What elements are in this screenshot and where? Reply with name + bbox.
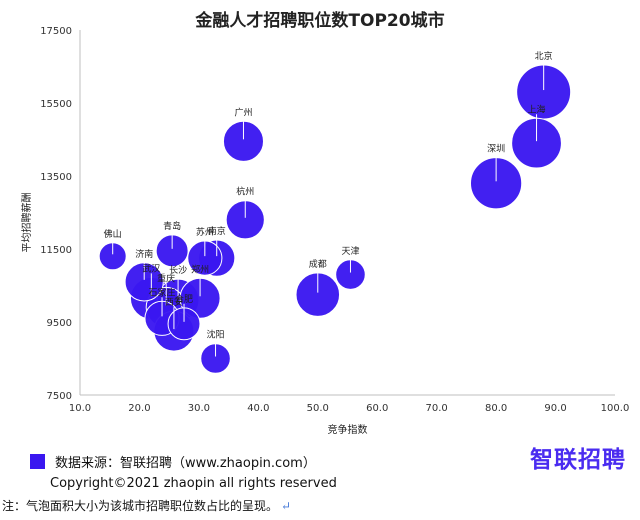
x-tick-label: 30.0 bbox=[188, 403, 210, 414]
x-tick-label: 100.0 bbox=[601, 403, 630, 414]
city-label-济南: 济南 bbox=[135, 248, 153, 260]
y-tick-label: 13500 bbox=[40, 172, 72, 183]
city-label-南京: 南京 bbox=[208, 225, 226, 237]
zhaopin-logo: 智联招聘 bbox=[530, 447, 626, 473]
y-tick-label: 9500 bbox=[47, 318, 72, 329]
y-tick-label: 11500 bbox=[40, 245, 72, 256]
x-tick-label: 10.0 bbox=[69, 403, 91, 414]
x-tick-label: 40.0 bbox=[247, 403, 269, 414]
city-label-深圳: 深圳 bbox=[487, 144, 505, 155]
city-label-沈阳: 沈阳 bbox=[207, 329, 225, 341]
x-axis-title: 竞争指数 bbox=[328, 423, 368, 436]
city-label-武汉: 武汉 bbox=[142, 262, 160, 274]
city-label-杭州: 杭州 bbox=[236, 186, 254, 198]
city-label-北京: 北京 bbox=[535, 50, 553, 62]
x-tick-label: 20.0 bbox=[128, 403, 150, 414]
city-label-西安: 西安 bbox=[165, 296, 183, 308]
x-tick-label: 50.0 bbox=[307, 403, 329, 414]
x-tick-label: 60.0 bbox=[366, 403, 388, 414]
x-tick-label: 70.0 bbox=[426, 403, 448, 414]
copyright-text: Copyright©2021 zhaopin all rights reserv… bbox=[50, 476, 337, 491]
y-tick-label: 15500 bbox=[40, 99, 72, 110]
city-label-石家庄: 石家庄 bbox=[149, 286, 176, 298]
city-label-郑州: 郑州 bbox=[191, 263, 209, 275]
data-source: 数据来源：智联招聘（www.zhaopin.com） bbox=[30, 452, 316, 471]
bubble-size-note: 注：气泡面积大小为该城市招聘职位数占比的呈现。 ↵ bbox=[2, 497, 291, 514]
y-axis-title: 平均招聘薪酬 bbox=[20, 193, 33, 253]
axes-layer: 10.0 20.0 30.0 40.0 50.0 60.0 70.0 80.0 90.0 100.… bbox=[20, 26, 629, 436]
city-label-重庆: 重庆 bbox=[157, 272, 175, 284]
bubbles-layer bbox=[98, 64, 572, 374]
city-label-青岛: 青岛 bbox=[163, 220, 181, 232]
city-label-广州: 广州 bbox=[234, 106, 252, 118]
x-tick-label: 80.0 bbox=[485, 403, 507, 414]
city-label-长沙: 长沙 bbox=[169, 264, 187, 276]
city-label-成都: 成都 bbox=[309, 258, 327, 270]
city-label-合肥: 合肥 bbox=[175, 293, 193, 305]
city-label-天津: 天津 bbox=[341, 246, 359, 257]
x-tick-label: 90.0 bbox=[544, 403, 566, 414]
source-swatch bbox=[30, 454, 45, 469]
y-tick-label: 7500 bbox=[47, 391, 72, 402]
city-label-上海: 上海 bbox=[528, 103, 546, 115]
city-label-佛山: 佛山 bbox=[104, 228, 122, 240]
note-text: 注：气泡面积大小为该城市招聘职位数占比的呈现。 bbox=[2, 499, 279, 513]
data-source-text: 数据来源：智联招聘（www.zhaopin.com） bbox=[55, 456, 316, 471]
chart-title: 金融人才招聘职位数TOP20城市 bbox=[195, 11, 445, 31]
return-mark-icon: ↵ bbox=[281, 499, 292, 513]
y-tick-label: 17500 bbox=[40, 26, 72, 37]
city-label-苏州: 苏州 bbox=[196, 226, 214, 238]
